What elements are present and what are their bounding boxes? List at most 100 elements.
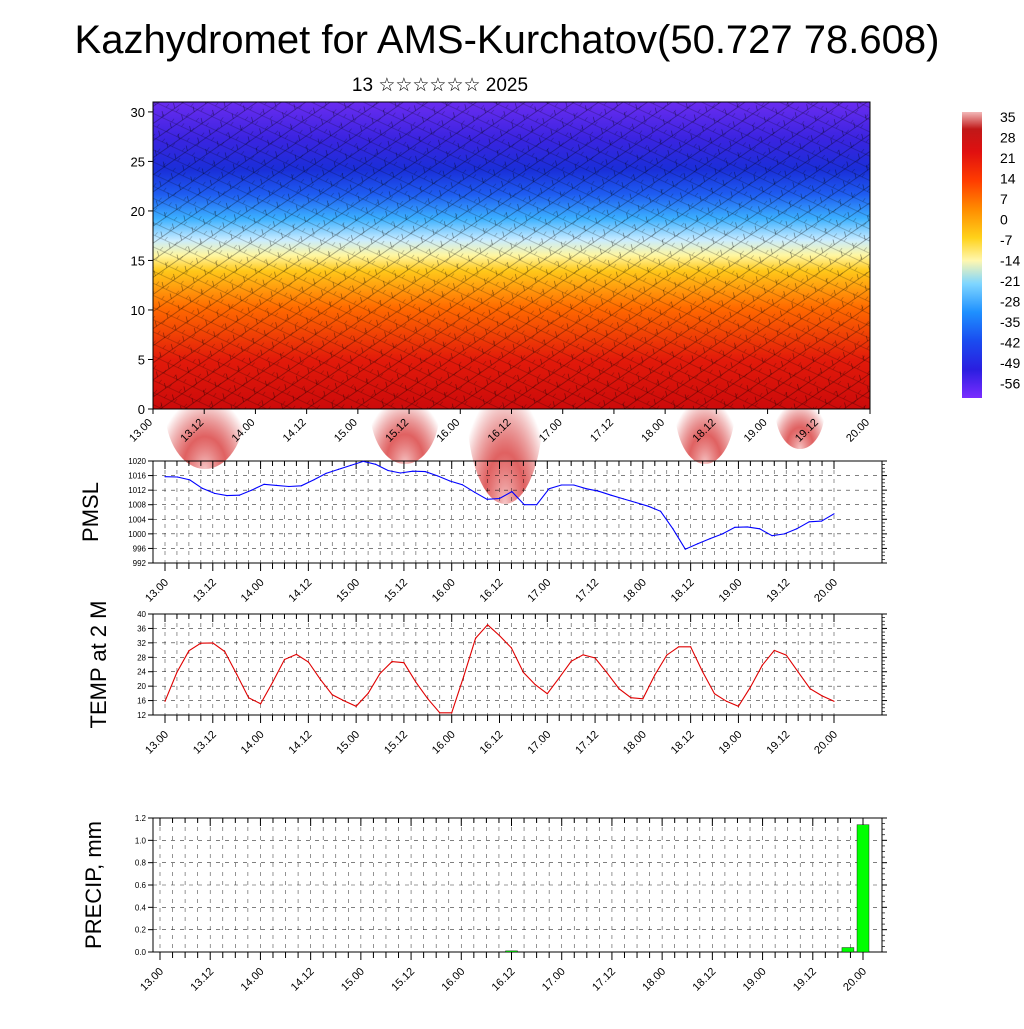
precip-bar — [841, 947, 855, 953]
data-point — [176, 671, 178, 674]
y-tick-label: 36 — [137, 624, 146, 633]
colorbar-label: 7 — [1000, 191, 1008, 207]
precip-bar — [505, 950, 518, 953]
data-point — [188, 650, 190, 652]
y-tick-label: 1008 — [128, 501, 146, 510]
colorbar-scale — [962, 112, 982, 398]
x-tick-label: 14.12 — [287, 577, 315, 605]
data-point — [510, 647, 513, 649]
data-point — [594, 657, 596, 659]
data-point — [375, 463, 377, 465]
data-point — [474, 491, 476, 493]
data-point — [415, 681, 417, 683]
y-tick-label: 10 — [131, 303, 145, 318]
colorbar-label: -42 — [1000, 335, 1020, 351]
data-point — [412, 470, 414, 472]
data-point — [582, 654, 584, 656]
data-point — [511, 491, 513, 493]
x-tick-label: 14.12 — [281, 417, 309, 445]
x-tick-label: 14.00 — [239, 966, 267, 994]
wind-barbs-layer-2 — [153, 102, 870, 409]
x-tick-label: 17.00 — [540, 966, 568, 994]
x-tick-label: 17.00 — [525, 729, 553, 757]
y-tick-label: 1016 — [128, 472, 146, 481]
colorbar-label: -56 — [1000, 376, 1020, 392]
data-point — [300, 485, 302, 487]
x-tick-label: 18.00 — [639, 417, 667, 445]
data-point — [635, 501, 637, 504]
x-tick-label: 15.12 — [382, 577, 410, 605]
data-point — [560, 484, 563, 486]
data-point — [424, 470, 426, 473]
data-point — [325, 472, 327, 474]
x-tick-label: 15.12 — [389, 966, 417, 994]
x-tick-label: 17.00 — [525, 577, 553, 605]
data-point — [546, 693, 548, 695]
y-tick-label: 12 — [137, 711, 146, 720]
data-point — [709, 537, 711, 540]
data-point — [737, 705, 740, 707]
colorbar-label: 35 — [1000, 109, 1016, 125]
x-tick-label: 16.12 — [490, 966, 518, 994]
colorbar-label: -49 — [1000, 355, 1020, 371]
x-tick-label: 14.00 — [239, 729, 267, 757]
y-tick-label: 5 — [138, 352, 145, 367]
y-tick-label: 0.0 — [135, 948, 147, 957]
data-point — [212, 642, 214, 644]
y-tick-label: 1.0 — [135, 836, 147, 845]
data-point — [796, 528, 798, 530]
figure-subtitle: 13 ☆☆☆☆☆☆ 2025 — [352, 75, 528, 96]
x-tick-label: 20.00 — [844, 417, 872, 445]
data-point — [548, 488, 550, 490]
data-point — [164, 700, 166, 702]
y-tick-label: 30 — [131, 105, 145, 120]
y-axis-label: TEMP at 2 M — [86, 601, 111, 729]
data-point — [224, 650, 226, 653]
y-tick-label: 996 — [133, 544, 147, 553]
data-point — [598, 490, 600, 492]
y-axis-label: PRECIP, mm — [81, 821, 106, 949]
x-tick-label: 19.12 — [764, 577, 792, 605]
data-point — [295, 653, 298, 656]
x-tick-label: 14.12 — [287, 729, 315, 757]
x-tick-label: 19.00 — [717, 577, 745, 605]
data-point — [259, 703, 262, 705]
data-point — [201, 487, 203, 489]
x-tick-label: 15.00 — [332, 417, 360, 445]
y-tick-label: 0.2 — [135, 926, 147, 935]
data-point — [288, 485, 290, 488]
data-point — [263, 483, 265, 485]
precip-bar — [856, 824, 870, 953]
data-point — [486, 498, 488, 500]
x-tick-label: 19.00 — [742, 417, 770, 445]
data-point — [833, 700, 835, 702]
data-point — [403, 662, 405, 664]
x-tick-label: 16.00 — [439, 966, 467, 994]
data-point — [785, 654, 787, 656]
data-point — [783, 533, 786, 535]
colorbar-labels: 35 28 21 14 7 0 -7 -14 -21 -28 -35 -42 -49 -56 — [1000, 109, 1020, 392]
y-tick-label: 16 — [137, 697, 146, 706]
data-point — [362, 460, 364, 462]
y-tick-label: 0.6 — [135, 881, 147, 890]
colorbar-label: -7 — [1000, 232, 1013, 248]
y-tick-label: 1000 — [128, 530, 146, 539]
data-point — [313, 479, 315, 481]
x-tick-label: 17.12 — [588, 417, 616, 445]
data-point — [523, 504, 525, 506]
y-tick-label: 20 — [137, 682, 146, 691]
data-point — [697, 543, 699, 545]
data-point — [427, 698, 429, 700]
data-point — [759, 528, 761, 530]
y-tick-label: 0.8 — [135, 859, 147, 868]
y-tick-label: 1004 — [128, 515, 146, 524]
data-point — [189, 479, 191, 481]
data-point — [721, 533, 724, 535]
x-tick-label: 18.12 — [669, 729, 697, 757]
y-tick-label: 992 — [133, 559, 147, 568]
data-point — [558, 677, 560, 679]
data-point — [585, 488, 587, 490]
